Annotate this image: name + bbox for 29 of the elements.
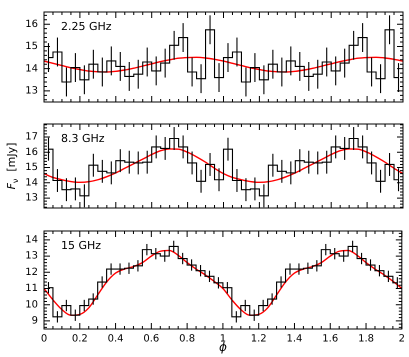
x-tick-label: 0 [40,334,48,345]
y-tick-label: 15 [25,162,38,174]
y-tick-label: 13 [25,85,38,96]
x-tick-label: 0.4 [108,334,124,345]
y-tick-label: 14 [25,177,38,188]
y-tick-label: 9 [32,315,38,326]
y-tick-label: 17 [25,132,38,143]
y-tick-label: 16 [25,18,38,30]
x-tick-label: 1.4 [286,334,302,345]
y-tick-label: 12 [25,266,38,278]
x-tick-label: 1.6 [322,334,338,345]
y-axis-title: Fν [mJy] [4,142,20,190]
y-tick-label: 13 [25,192,38,204]
x-tick-label: 1.2 [250,334,267,345]
y-tick-label: 14 [25,63,38,74]
annotation: 2.25 GHz [61,20,112,33]
y-tick-label: 13 [25,250,38,262]
x-tick-label: 0.8 [179,334,196,345]
x-tick-label: 0.6 [143,334,160,345]
y-tick-label: 10 [25,299,38,310]
x-tick-label: 0.2 [72,334,88,345]
annotation: 15 GHz [61,238,102,252]
y-tick-label: 15 [25,41,38,52]
x-tick-label: 2 [398,334,406,345]
y-tick-label: 16 [25,146,38,158]
y-tick-label: 11 [25,283,38,294]
y-tick-label: 14 [25,234,38,246]
x-tick-label: 1.8 [358,334,374,345]
annotation: 8.3 GHz [61,132,105,145]
